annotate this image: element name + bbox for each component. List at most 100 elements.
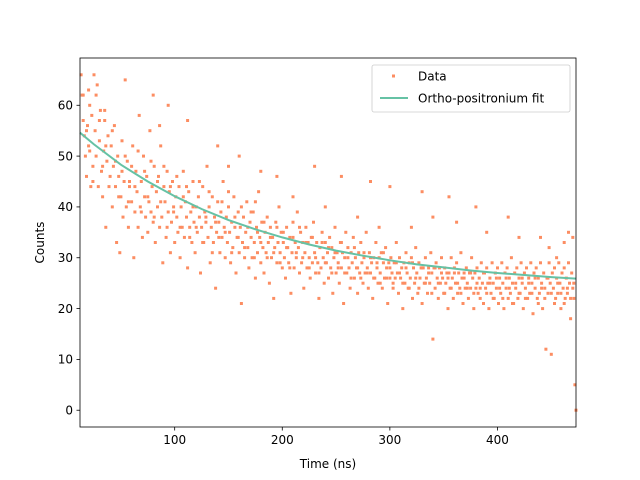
- data-point: [404, 251, 408, 255]
- data-point: [398, 271, 401, 275]
- data-point: [206, 235, 210, 239]
- data-point: [162, 185, 166, 189]
- data-point: [433, 266, 437, 270]
- data-point: [414, 246, 418, 250]
- data-point: [494, 276, 498, 280]
- data-point: [243, 256, 247, 260]
- data-point: [148, 129, 152, 133]
- data-point: [511, 302, 514, 305]
- data-point: [223, 256, 227, 260]
- data-point: [344, 230, 348, 234]
- data-point: [111, 164, 115, 168]
- data-point: [121, 215, 125, 219]
- data-point: [199, 271, 202, 275]
- data-point: [335, 251, 339, 255]
- data-point: [213, 215, 216, 219]
- data-point: [514, 281, 518, 285]
- data-point: [365, 271, 369, 275]
- data-point: [314, 256, 318, 260]
- data-point: [548, 281, 552, 285]
- data-point: [166, 210, 170, 214]
- data-point: [485, 266, 489, 270]
- data-point: [275, 174, 279, 178]
- data-point: [543, 296, 547, 300]
- data-point: [385, 266, 389, 270]
- data-point: [572, 296, 576, 300]
- data-point: [562, 241, 566, 244]
- data-point: [360, 261, 364, 265]
- data-point: [186, 119, 190, 122]
- data-point: [336, 261, 340, 265]
- data-point: [530, 291, 534, 295]
- data-point: [299, 230, 303, 234]
- data-point: [559, 291, 563, 295]
- data-point: [265, 215, 269, 219]
- y-axis-ticks: 0 10 20 30 40 50 60: [58, 99, 80, 418]
- data-point: [334, 271, 338, 275]
- data-point: [568, 281, 571, 285]
- data-point: [135, 190, 139, 194]
- data-point: [81, 119, 85, 122]
- data-point: [292, 266, 296, 270]
- data-point: [407, 286, 411, 290]
- data-point: [466, 296, 470, 300]
- data-point: [569, 296, 573, 300]
- data-point: [375, 261, 379, 265]
- data-point: [333, 251, 337, 255]
- data-point: [166, 103, 170, 107]
- data-point: [89, 185, 93, 189]
- data-point: [420, 190, 424, 194]
- data-point: [343, 256, 347, 260]
- x-axis-ticks: 100 200 300 400: [163, 427, 509, 447]
- data-point: [146, 230, 150, 234]
- data-point: [352, 276, 356, 280]
- data-point: [447, 195, 451, 199]
- data-point: [356, 291, 360, 295]
- data-point: [117, 174, 121, 178]
- data-point: [403, 281, 407, 285]
- data-point: [272, 296, 276, 300]
- data-point: [542, 271, 546, 275]
- data-point: [260, 220, 264, 224]
- data-point: [554, 296, 558, 300]
- data-point: [533, 276, 537, 280]
- data-point: [511, 281, 514, 285]
- data-point: [142, 154, 145, 158]
- data-point: [381, 261, 385, 265]
- data-point: [539, 261, 542, 265]
- data-point: [289, 291, 293, 295]
- data-point: [103, 108, 107, 112]
- data-point: [430, 291, 434, 295]
- data-point: [107, 185, 111, 189]
- data-point: [130, 200, 134, 204]
- data-point: [168, 251, 172, 255]
- data-point: [380, 286, 384, 290]
- data-point: [268, 235, 272, 239]
- data-point: [211, 241, 215, 244]
- data-point: [431, 337, 435, 341]
- data-point: [353, 256, 357, 260]
- data-point: [342, 302, 346, 305]
- data-point: [565, 291, 569, 295]
- data-point: [87, 144, 91, 148]
- data-point: [159, 200, 163, 204]
- data-point: [372, 276, 376, 280]
- data-point: [565, 286, 569, 290]
- data-point: [514, 286, 518, 290]
- data-point: [513, 271, 517, 275]
- data-point: [253, 200, 257, 204]
- data-point: [210, 195, 214, 199]
- data-point: [149, 159, 153, 163]
- data-point: [376, 281, 380, 285]
- data-point: [446, 276, 450, 280]
- data-point: [288, 266, 292, 270]
- data-point: [277, 205, 281, 209]
- data-point: [401, 281, 405, 285]
- data-point: [237, 154, 241, 158]
- data-point: [364, 230, 368, 234]
- data-point: [313, 251, 317, 255]
- data-point: [154, 190, 158, 194]
- data-point: [150, 185, 154, 189]
- data-point: [323, 205, 327, 209]
- data-point: [418, 276, 422, 280]
